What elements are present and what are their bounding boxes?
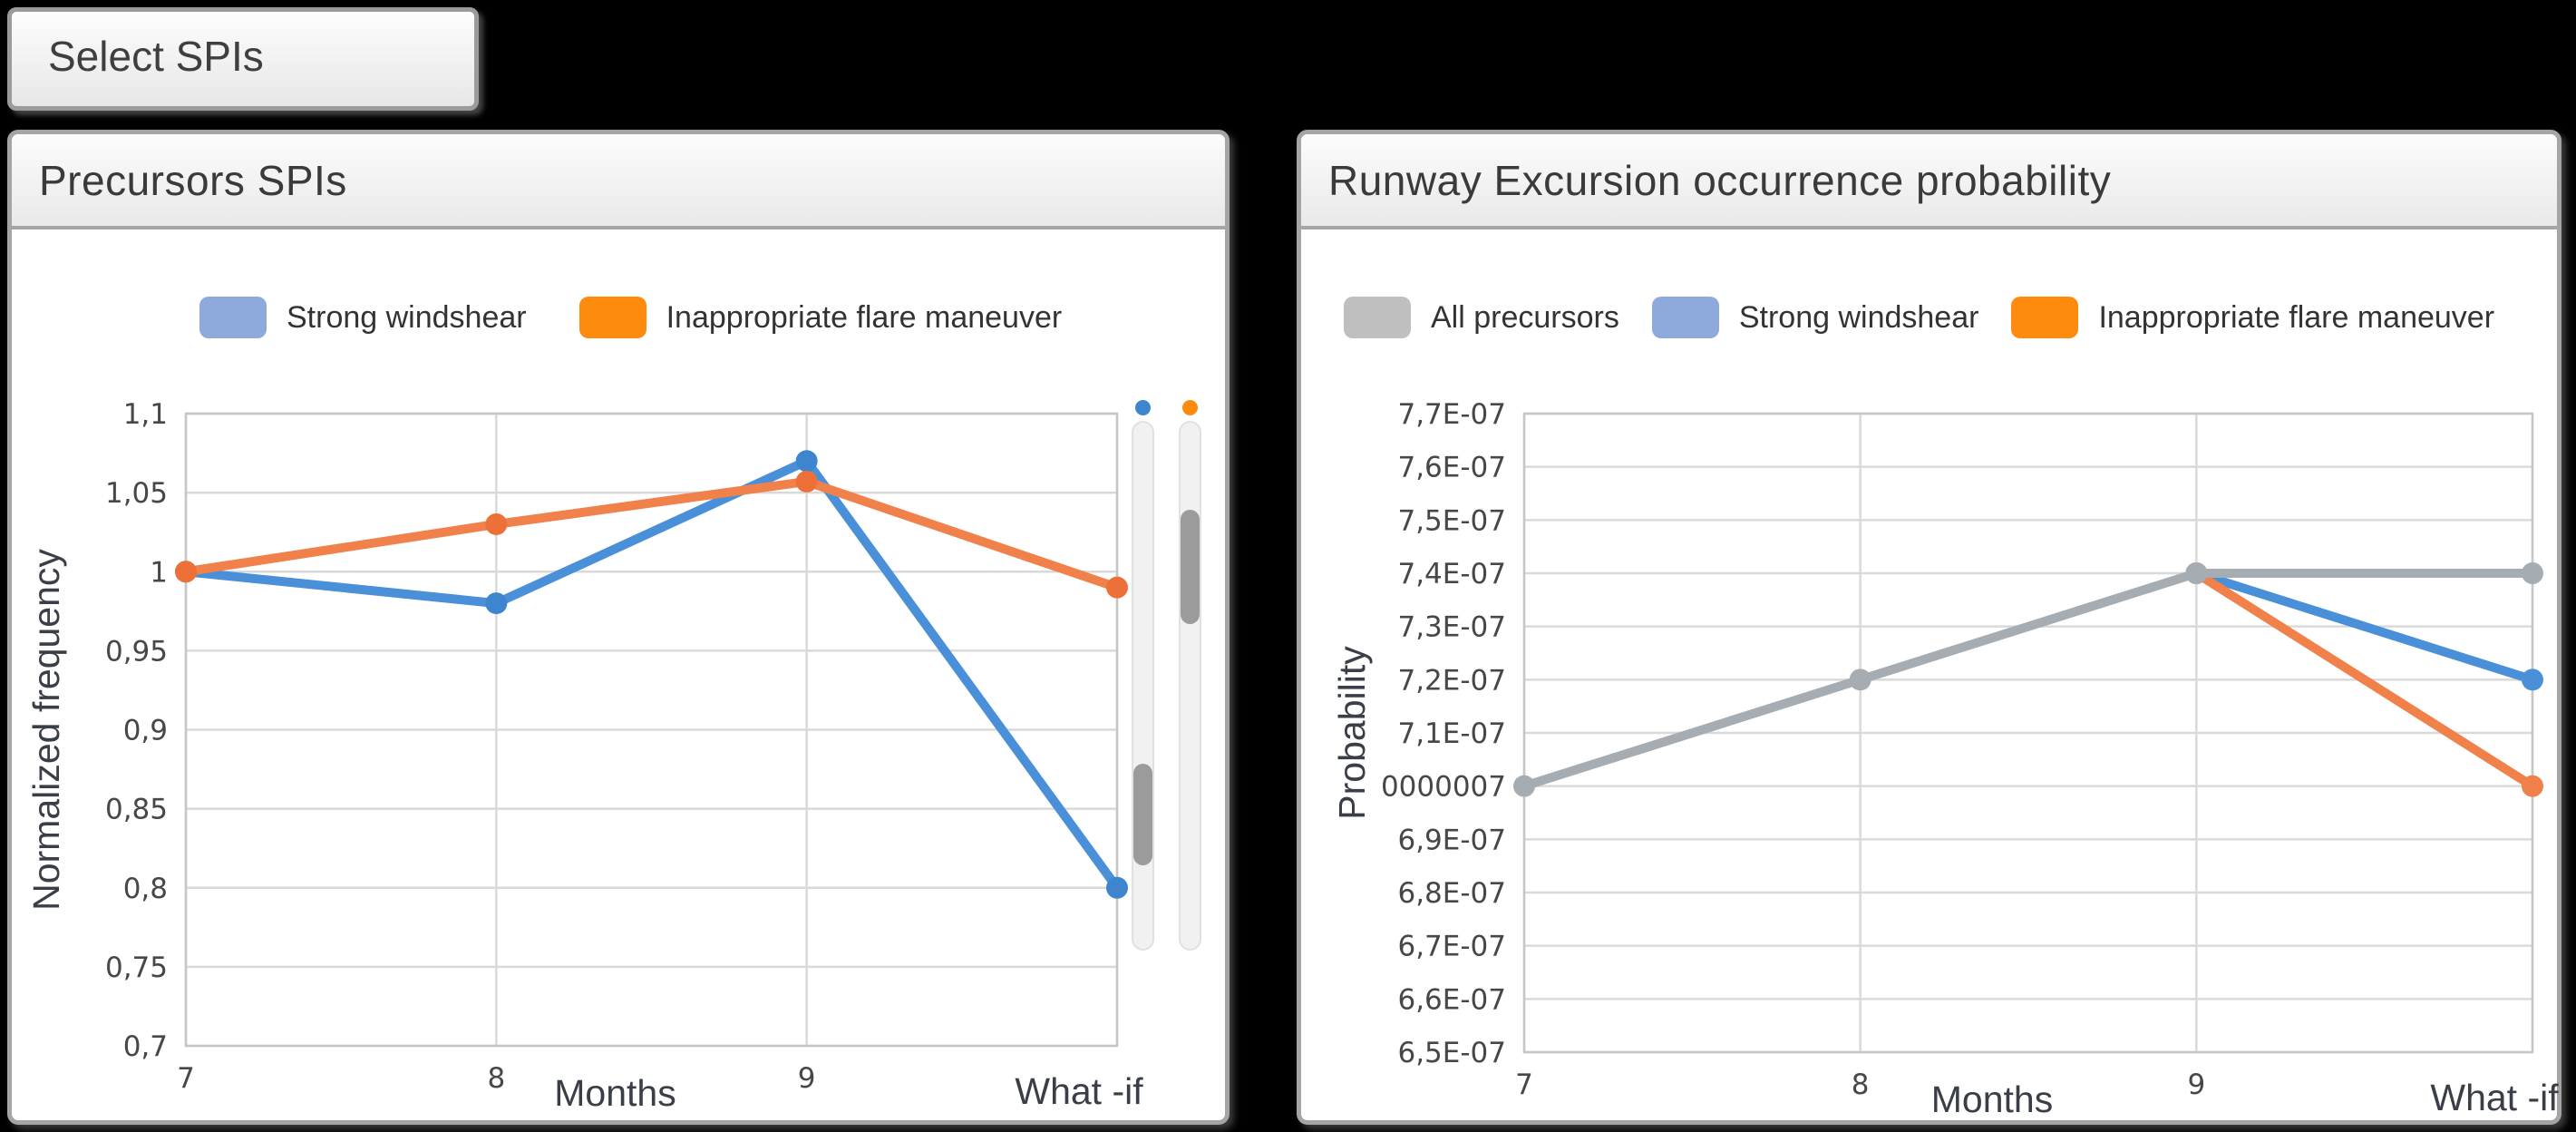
y-tick-label: 7,3E-07 [1397,611,1506,644]
y-tick-label: 0,8 [123,873,168,905]
y-tick-label: 7,2E-07 [1397,664,1506,697]
x-tick-label: What -if [2430,1077,2559,1118]
inappropriate-flare-maneuver-marker [2522,775,2543,797]
strong-windshear-marker [795,450,818,473]
x-tick-label: 8 [487,1062,505,1095]
inappropriate-flare-maneuver-slider-dot [1182,400,1198,415]
y-tick-label: 7,6E-07 [1397,452,1506,484]
legend-item: All precursors [1344,297,1619,338]
inappropriate-flare-maneuver-line [181,476,1122,592]
legend-label: Inappropriate flare maneuver [2098,299,2495,335]
legend-item: Inappropriate flare maneuver [578,297,1063,338]
y-tick-label: 6,8E-07 [1397,877,1506,910]
precursors-spis-panel: Precursors SPIs Strong windshear Inapprop… [7,130,1230,1125]
legend-swatch [578,297,646,338]
y-tick-label: 1,05 [105,477,168,510]
gridlines [1522,412,2534,1054]
legend-label: Inappropriate flare maneuver [666,299,1063,335]
y-tick-label: 0,85 [105,794,168,826]
strong-windshear-marker [1106,876,1128,899]
legend-swatch [1651,297,1719,338]
inappropriate-flare-maneuver-whatif-slider[interactable] [1179,421,1201,951]
y-axis-title: Normalized frequency [25,549,67,911]
panel-header: Runway Excursion occurrence probability [1301,134,2557,229]
y-tick-label: 6,6E-07 [1397,983,1506,1016]
all-precursors-marker [1849,668,1871,691]
legend-label: Strong windshear [1738,299,1979,335]
panel-title: Runway Excursion occurrence probability [1328,156,2112,204]
x-tick-label: 9 [2187,1069,2205,1101]
strong-windshear-marker [485,592,508,615]
x-tick-label: 7 [177,1062,195,1095]
y-tick-label: 0,9 [123,715,168,747]
inappropriate-flare-maneuver-marker [1106,576,1128,599]
y-tick-label: 0,95 [105,635,168,668]
y-tick-label: 1,1 [123,398,168,431]
y-tick-label: 7,1E-07 [1397,717,1506,750]
all-precursors-marker [2185,562,2208,584]
legend-item: Strong windshear [199,297,527,338]
y-tick-label: 7,7E-07 [1397,398,1506,431]
y-tick-label: 1 [150,556,168,589]
strong-windshear-line [2192,569,2537,685]
inappropriate-flare-maneuver-marker [795,470,818,493]
legend-item: Inappropriate flare maneuver [2011,297,2494,338]
all-precursors-line [1520,569,2537,791]
inappropriate-flare-maneuver-marker [485,512,508,535]
x-axis-title: Months [1931,1078,2053,1120]
legend-item: Strong windshear [1651,297,1979,338]
all-precursors-marker [1513,775,1535,797]
strong-windshear-slider-dot [1135,400,1151,415]
x-tick-label: 7 [1515,1069,1533,1101]
y-tick-label: 0,7 [123,1030,168,1063]
strong-windshear-slider-thumb[interactable] [1133,764,1152,866]
legend: Strong windshear Inappropriate flare mane… [199,295,1062,340]
strong-windshear-marker [2522,668,2543,691]
legend-swatch [1344,297,1411,338]
all-precursors-marker [2522,562,2543,584]
gridlines [184,412,1119,1048]
x-tick-label: 8 [1852,1069,1870,1101]
y-tick-label: 6,9E-07 [1397,824,1506,856]
x-tick-label: What -if [1015,1070,1143,1112]
x-axis-title: Months [554,1072,676,1114]
strong-windshear-line [181,456,1122,893]
strong-windshear-whatif-slider[interactable] [1132,421,1154,951]
y-tick-label: 0000007 [1381,771,1506,804]
runway-excursion-chart: 7,7E-07 7,6E-07 7,5E-07 7,4E-07 7,3E-07 7,2E-… [1331,398,2559,1120]
inappropriate-flare-maneuver-marker [175,561,197,583]
panel-title: Precursors SPIs [39,156,347,204]
y-tick-label: 6,7E-07 [1397,931,1506,963]
precursors-spis-chart: 1,1 1,05 1 0,95 0,9 0,85 0,8 0,75 0,7 7 8 9 What -if… [25,398,1143,1114]
y-axis-title: Probability [1331,646,1373,820]
legend-swatch [199,297,267,338]
plot-border [1522,412,2534,1054]
runway-excursion-panel: Runway Excursion occurrence probability … [1297,130,2561,1125]
legend-swatch [2011,297,2079,338]
x-tick-label: 9 [798,1062,816,1095]
plot-border [184,412,1119,1048]
panel-header: Precursors SPIs [12,134,1225,229]
inappropriate-flare-maneuver-line [2192,569,2537,791]
y-tick-label: 7,5E-07 [1397,504,1506,537]
legend: All precursors Strong windshear Inappropri… [1344,295,2494,340]
y-tick-label: 0,75 [105,951,168,984]
y-tick-label: 7,4E-07 [1397,558,1506,590]
legend-label: All precursors [1431,299,1619,335]
legend-label: Strong windshear [287,299,527,335]
select-spis-button[interactable]: Select SPIs [7,7,479,111]
inappropriate-flare-maneuver-slider-thumb[interactable] [1181,510,1200,625]
y-tick-label: 6,5E-07 [1397,1037,1506,1069]
